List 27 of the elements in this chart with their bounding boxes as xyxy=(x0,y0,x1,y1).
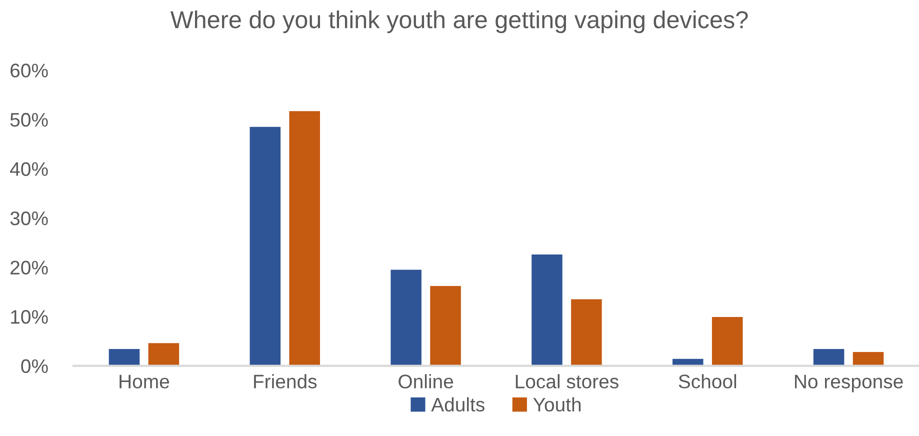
x-tick-label: No response xyxy=(795,374,903,392)
bar xyxy=(571,299,602,366)
bar xyxy=(390,270,422,366)
y-tick-label: 10% xyxy=(11,310,48,324)
y-tick-label: 30% xyxy=(10,211,48,226)
bar xyxy=(712,317,743,366)
bar xyxy=(108,349,140,366)
bar xyxy=(289,111,320,366)
bar xyxy=(430,286,461,366)
bar xyxy=(813,349,844,366)
chart-title: Where do you think youth are getting vaping devices? xyxy=(170,10,748,34)
x-tick-label: Online xyxy=(398,374,454,388)
y-tick-label: 40% xyxy=(10,162,48,176)
bar xyxy=(250,126,281,366)
x-tick-label: Home xyxy=(120,374,170,388)
bar xyxy=(148,343,180,366)
legend-label: Youth xyxy=(533,397,581,412)
x-tick-label: Friends xyxy=(254,374,317,388)
bar xyxy=(852,352,884,366)
y-tick-label: 60% xyxy=(10,64,48,78)
y-tick-label: 20% xyxy=(10,260,48,275)
x-tick-label: School xyxy=(678,374,736,388)
x-tick-label: Local stores xyxy=(516,374,618,388)
y-tick-label: 0% xyxy=(21,359,48,374)
y-tick-label: 50% xyxy=(10,112,48,127)
bar xyxy=(532,254,562,366)
legend-label: Adults xyxy=(431,397,484,412)
